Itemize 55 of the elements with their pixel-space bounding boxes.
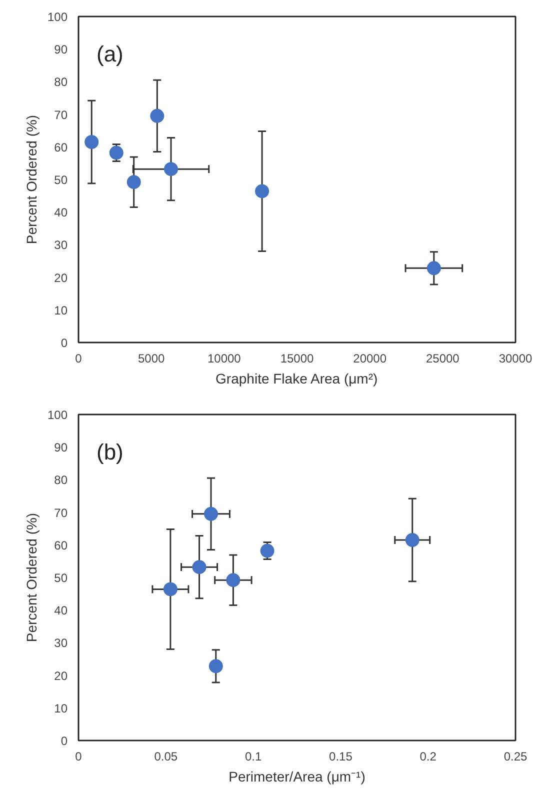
point (164, 162, 178, 176)
y-tick-label: 10 (54, 303, 68, 318)
point (204, 506, 218, 521)
y-tick-label: 60 (54, 538, 68, 552)
annotation: (a) (96, 42, 124, 66)
x-tick-label: 0.1 (244, 750, 262, 764)
x-tick-label: 5000 (138, 352, 166, 366)
annotation: (b) (96, 440, 124, 464)
y-tick-label: 20 (54, 270, 68, 285)
y-tick-label: 70 (54, 506, 68, 520)
x-tick-label: 0.15 (329, 750, 353, 764)
x-tick-label: 0.2 (420, 750, 437, 764)
y-axis-title: Percent Ordered (%) (23, 512, 40, 642)
x-axis-title: Graphite Flake Area (μm²) (216, 370, 378, 386)
y-tick-label: 40 (54, 206, 68, 220)
point (226, 573, 240, 588)
point (84, 135, 99, 149)
y-tick-label: 50 (54, 173, 68, 187)
point (150, 108, 164, 123)
x-tick-label: 0 (75, 750, 82, 764)
x-tick-label: 0.25 (504, 750, 528, 764)
x-axis-title: Perimeter/Area (μm⁻¹) (228, 768, 366, 784)
x-tick-label: 0 (75, 352, 82, 366)
point (109, 146, 124, 160)
y-tick-label: 60 (54, 140, 68, 154)
x-tick-label: 0.05 (154, 750, 178, 764)
y-tick-label: 90 (54, 440, 68, 455)
x-tick-label: 15000 (280, 352, 314, 366)
y-tick-label: 50 (54, 571, 68, 585)
x-tick-label: 10000 (207, 352, 242, 366)
y-tick-label: 30 (54, 238, 68, 252)
point (405, 533, 420, 547)
x-tick-label: 20000 (353, 352, 387, 366)
y-tick-label: 100 (47, 10, 68, 24)
y-tick-label: 10 (54, 701, 68, 716)
y-axis-title: Percent Ordered (%) (23, 114, 40, 244)
point (208, 659, 223, 674)
y-tick-label: 80 (54, 75, 68, 90)
y-tick-label: 40 (54, 604, 68, 618)
y-tick-label: 20 (54, 668, 68, 683)
point (192, 560, 206, 574)
x-tick-label: 30000 (498, 352, 533, 366)
y-tick-label: 80 (54, 473, 68, 488)
y-tick-label: 90 (54, 42, 68, 57)
y-tick-label: 30 (54, 636, 68, 650)
y-tick-label: 100 (47, 408, 68, 422)
y-tick-label: 70 (54, 108, 68, 122)
point (126, 175, 141, 190)
point (255, 184, 270, 198)
point (426, 261, 441, 276)
y-tick-label: 0 (60, 734, 68, 748)
point (163, 582, 178, 596)
y-tick-label: 0 (60, 336, 68, 350)
x-tick-label: 25000 (426, 352, 460, 366)
point (260, 544, 274, 558)
